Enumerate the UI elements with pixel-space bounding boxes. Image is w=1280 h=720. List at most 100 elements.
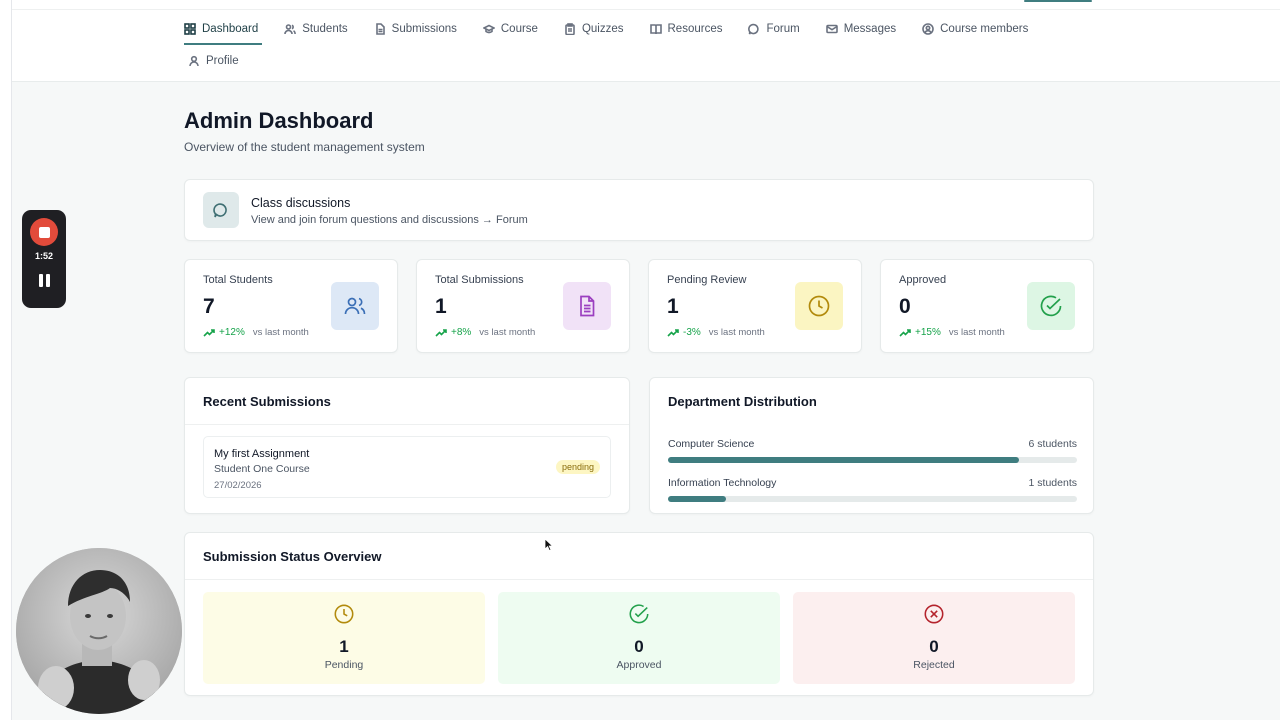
pause-recording-button[interactable] [37,274,51,288]
stop-recording-button[interactable] [30,218,58,246]
mouse-cursor-icon [544,538,554,552]
submission-name: My first Assignment [214,448,310,460]
trending-up-icon [203,328,215,337]
recent-submissions-card: Recent Submissions My first Assignment S… [184,377,630,514]
users-icon [284,24,297,35]
stat-card-pending-review: Pending Review 1 -3% vs last month [648,259,862,353]
screen-recorder-widget: 1:52 [22,210,66,308]
chat-bubble-icon [748,23,760,35]
main-nav: Dashboard Students Submissions Course Qu… [184,18,1084,67]
header-strip [12,0,1280,10]
nav-item-label: Course members [940,23,1029,35]
nav-item-submissions[interactable]: Submissions [374,18,457,40]
page-subtitle: Overview of the student management syste… [184,140,425,154]
stat-icon-box [331,282,379,330]
stat-trend: +15% vs last month [899,327,1005,338]
progress-track [668,496,1077,502]
header-accent [1024,0,1092,2]
discussions-title: Class discussions [251,196,351,210]
nav-item-label: Students [302,23,348,35]
status-label: Pending [324,659,364,671]
submission-course: Student One Course [214,463,310,475]
book-icon [649,24,662,35]
stat-trend: +8% vs last month [435,327,535,338]
stat-icon-box [563,282,611,330]
nav-item-forum[interactable]: Forum [748,18,800,40]
clipboard-icon [565,23,575,35]
department-distribution-card: Department Distribution Computer Science… [649,377,1094,514]
progress-track [668,457,1077,463]
trend-caption: vs last month [948,327,1005,338]
class-discussions-card[interactable]: Class discussions View and join forum qu… [184,179,1094,241]
status-label: Rejected [913,659,955,671]
department-name: Information Technology [668,477,777,489]
file-icon [375,23,385,35]
document-icon [580,295,595,317]
nav-item-profile[interactable]: Profile [188,50,239,72]
nav-item-resources[interactable]: Resources [649,18,723,40]
submission-date: 27/02/2026 [214,480,262,491]
discussion-icon-box [203,192,239,228]
stat-icon-box [1027,282,1075,330]
department-count: 1 students [1028,477,1077,489]
stat-trend: -3% vs last month [667,327,765,338]
webcam-overlay [16,548,182,714]
trend-value: +15% [915,327,941,338]
nav-item-dashboard[interactable]: Dashboard [184,18,258,40]
recording-timer: 1:52 [34,251,53,261]
stat-card-total-students: Total Students 7 +12% vs last month [184,259,398,353]
status-count: 0 [634,637,644,656]
check-circle-icon [629,604,649,624]
stat-value: 7 [203,295,215,318]
status-count: 1 [339,637,349,656]
nav-item-course-members[interactable]: Course members [922,18,1028,40]
stat-value: 1 [667,295,679,318]
trend-value: +8% [451,327,472,338]
stat-card-total-submissions: Total Submissions 1 +8% vs last month [416,259,630,353]
nav-item-messages[interactable]: Messages [825,18,896,40]
nav-item-quizzes[interactable]: Quizzes [564,18,624,40]
nav-item-label: Forum [766,23,800,35]
nav-item-label: Resources [667,23,723,35]
clock-icon [334,604,354,624]
discussions-subtitle: View and join forum questions and discus… [251,214,528,226]
nav-item-label: Dashboard [202,23,259,35]
stat-trend: +12% vs last month [203,327,309,338]
department-row: Information Technology 1 students [668,477,1077,502]
department-count: 6 students [1028,438,1077,450]
check-circle-icon [1040,295,1062,317]
graduation-cap-icon [482,24,495,34]
status-box-rejected: 0 Rejected [793,592,1075,684]
stop-icon [38,226,50,238]
trending-up-icon [899,328,911,337]
status-count: 0 [929,637,939,656]
divider [185,424,629,425]
grid-icon [184,23,196,35]
mail-icon [825,24,838,34]
nav-item-label: Profile [206,55,239,67]
nav-item-students[interactable]: Students [284,18,348,40]
clock-icon [808,295,830,317]
stat-label: Approved [899,274,947,286]
nav-item-course[interactable]: Course [482,18,538,40]
user-circle-icon [922,23,934,35]
nav-item-label: Submissions [391,23,457,35]
top-navigation-bar [12,0,1280,82]
nav-item-label: Quizzes [581,23,624,35]
nav-item-label: Course [500,23,538,35]
stat-label: Total Submissions [435,274,524,286]
active-tab-indicator [184,43,262,45]
trend-caption: vs last month [708,327,765,338]
user-icon [189,55,199,67]
presenter-video-icon [16,548,182,714]
pause-icon-bar [45,274,50,287]
stat-icon-box [795,282,843,330]
pause-icon [38,274,43,287]
page-title: Admin Dashboard [184,108,374,133]
stat-label: Pending Review [667,274,747,286]
window-edge [0,0,12,720]
submission-item[interactable]: My first Assignment Student One Course 2… [203,436,611,498]
progress-fill [668,496,727,502]
trending-up-icon [667,328,679,337]
trending-up-icon [435,328,447,337]
